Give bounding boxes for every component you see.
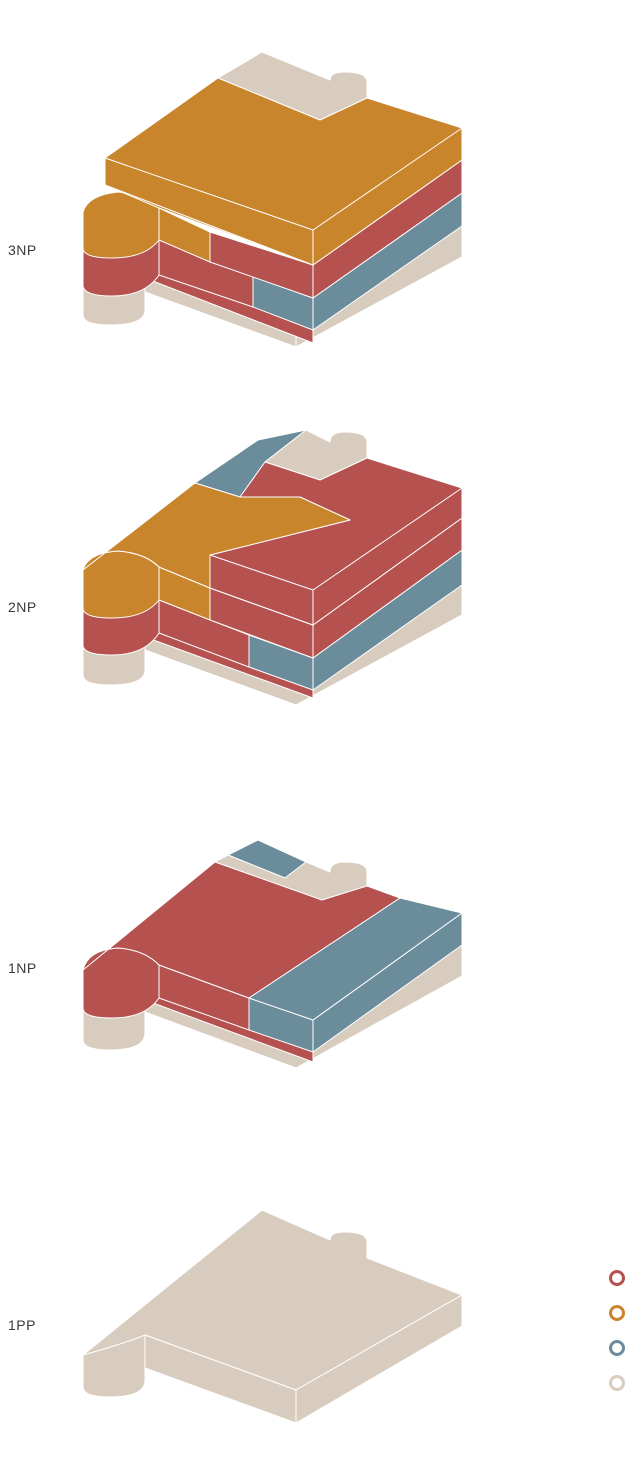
floor-3np-model xyxy=(82,51,463,348)
roof-red-right xyxy=(312,487,463,626)
color-legend xyxy=(609,1270,625,1410)
floor-label-1np: 1NP xyxy=(8,960,37,976)
slab-rounded xyxy=(82,1334,146,1398)
floor-label-1pp: 1PP xyxy=(8,1317,36,1333)
legend-ring-beige xyxy=(609,1375,625,1391)
legend-ring-red xyxy=(609,1270,625,1286)
roof-beige xyxy=(214,854,368,901)
floor-label-2np: 2NP xyxy=(8,599,37,615)
slab-right xyxy=(295,1294,463,1424)
roof-orange xyxy=(82,482,351,589)
legend-ring-orange xyxy=(609,1305,625,1321)
roof-beige-back xyxy=(217,51,368,121)
roof-blue xyxy=(248,897,463,1021)
roof-beige xyxy=(264,429,368,481)
floor-1pp-model xyxy=(82,1209,463,1424)
roof-orange-right xyxy=(312,127,463,266)
floor-2np-model xyxy=(82,429,463,706)
floor-label-3np: 3NP xyxy=(8,242,37,258)
legend-ring-blue xyxy=(609,1340,625,1356)
floor-1np-model xyxy=(82,839,463,1069)
top-rounded-orange xyxy=(82,191,160,259)
